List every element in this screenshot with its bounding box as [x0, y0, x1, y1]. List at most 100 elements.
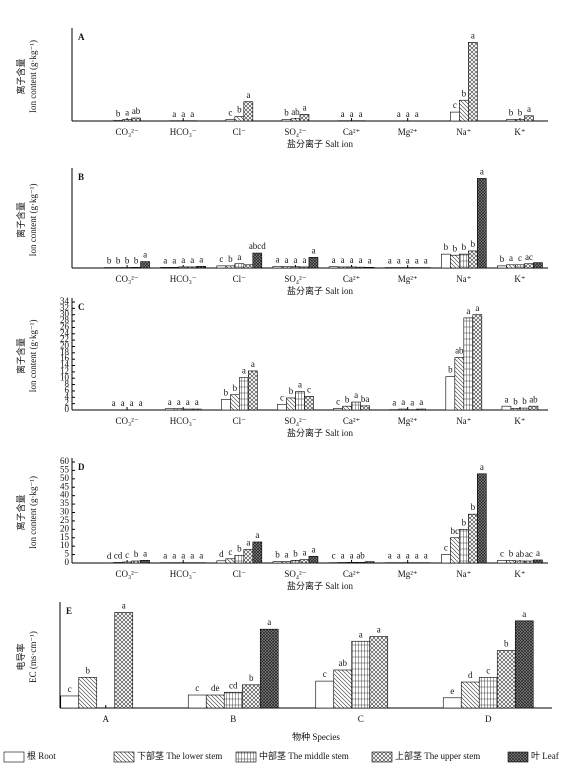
significance-letter: c: [486, 665, 490, 675]
x-tick-label: Ca²⁺: [343, 569, 361, 579]
bar: [299, 114, 310, 122]
bar: [355, 562, 366, 564]
bar: [333, 408, 343, 411]
significance-letter: c: [125, 550, 129, 560]
significance-letter: a: [341, 109, 345, 119]
bar: [277, 403, 287, 411]
y-tick-label: 12: [60, 366, 69, 376]
x-tick-label: CO₃²⁻: [116, 274, 139, 284]
y-tick-label: 6: [65, 385, 70, 395]
significance-letter: a: [190, 255, 194, 265]
bar: [416, 408, 426, 411]
significance-letter: a: [177, 397, 181, 407]
x-tick-label: Ca²⁺: [343, 416, 361, 426]
significance-letter: c: [280, 392, 284, 402]
bar: [308, 257, 319, 269]
significance-letter: a: [284, 550, 288, 560]
bar: [187, 694, 207, 709]
bar: [243, 264, 254, 269]
panel-label: B: [78, 172, 84, 182]
significance-letter: b: [134, 549, 139, 559]
y-tick-label: 15: [60, 532, 70, 542]
bar: [369, 636, 389, 709]
bar: [160, 267, 170, 269]
significance-letter: a: [419, 397, 423, 407]
bar: [441, 554, 451, 564]
significance-letter: a: [406, 256, 410, 266]
significance-letter: a: [181, 109, 185, 119]
bar: [243, 101, 254, 122]
x-tick-label: HCO₃⁻: [170, 416, 197, 426]
significance-letter: c: [332, 551, 336, 561]
significance-letter: a: [359, 629, 363, 639]
significance-letter: a: [163, 255, 167, 265]
bar: [241, 684, 261, 709]
bar: [506, 560, 516, 564]
bar: [510, 408, 521, 411]
y-tick-label: 16: [60, 353, 70, 363]
bar: [308, 555, 319, 564]
significance-letter: b: [86, 665, 91, 675]
significance-letter: a: [504, 394, 508, 404]
y-tick-label: 30: [60, 507, 70, 517]
significance-letter: b: [125, 256, 130, 266]
significance-letter: ab: [455, 346, 464, 356]
significance-letter: a: [536, 548, 540, 558]
y-tick-label: 5: [65, 549, 70, 559]
y-tick-label: 24: [60, 328, 70, 338]
x-tick-label: K⁺: [514, 569, 525, 579]
significance-letter: b: [293, 549, 298, 559]
significance-letter: a: [172, 551, 176, 561]
bar: [468, 250, 478, 269]
bar: [272, 265, 283, 269]
x-tick-label: D: [485, 714, 492, 724]
bar: [497, 560, 507, 564]
significance-letter: a: [406, 109, 410, 119]
legend-label: 下部茎 The lower stem: [137, 750, 222, 761]
significance-letter: b: [453, 243, 458, 253]
significance-letter: de: [211, 683, 220, 693]
y-tick-label: 20: [60, 341, 70, 351]
x-axis-label: 盐分离子 Salt ion: [287, 427, 354, 438]
significance-letter: d: [219, 549, 224, 559]
x-tick-label: Na⁺: [456, 274, 471, 284]
x-tick-label: C: [358, 714, 364, 724]
bar: [463, 317, 474, 411]
significance-letter: a: [350, 255, 354, 265]
significance-letter: b: [471, 239, 476, 249]
bar: [178, 266, 188, 269]
significance-letter: a: [415, 551, 419, 561]
bar: [113, 562, 123, 564]
bar: [216, 265, 227, 269]
significance-letter: a: [359, 255, 363, 265]
bar: [346, 266, 357, 269]
bar: [216, 560, 227, 564]
significance-letter: a: [122, 601, 126, 611]
x-axis-label: 盐分离子 Salt ion: [287, 580, 354, 591]
bar: [272, 561, 283, 564]
significance-letter: a: [522, 609, 526, 619]
bar: [182, 408, 193, 411]
bar: [459, 99, 469, 122]
bar: [337, 562, 348, 564]
bar: [290, 118, 301, 122]
bar: [60, 695, 80, 709]
bar: [360, 405, 370, 411]
bar: [454, 357, 465, 411]
significance-letter: c: [518, 253, 522, 263]
significance-letter: ab: [529, 394, 538, 404]
significance-letter: a: [388, 256, 392, 266]
y-axis-label: EC (ms·cm⁻¹): [28, 631, 38, 683]
bar: [243, 549, 254, 564]
significance-letter: a: [475, 303, 479, 313]
bar: [468, 42, 478, 122]
y-axis-label: Ion content (g·kg⁻¹): [28, 184, 38, 257]
x-tick-label: B: [230, 714, 236, 724]
bar: [131, 267, 141, 269]
significance-letter: abcd: [249, 241, 266, 251]
significance-letter: a: [112, 398, 116, 408]
significance-letter: c: [219, 254, 223, 264]
y-tick-label: 50: [60, 473, 70, 483]
significance-letter: ac: [525, 252, 533, 262]
